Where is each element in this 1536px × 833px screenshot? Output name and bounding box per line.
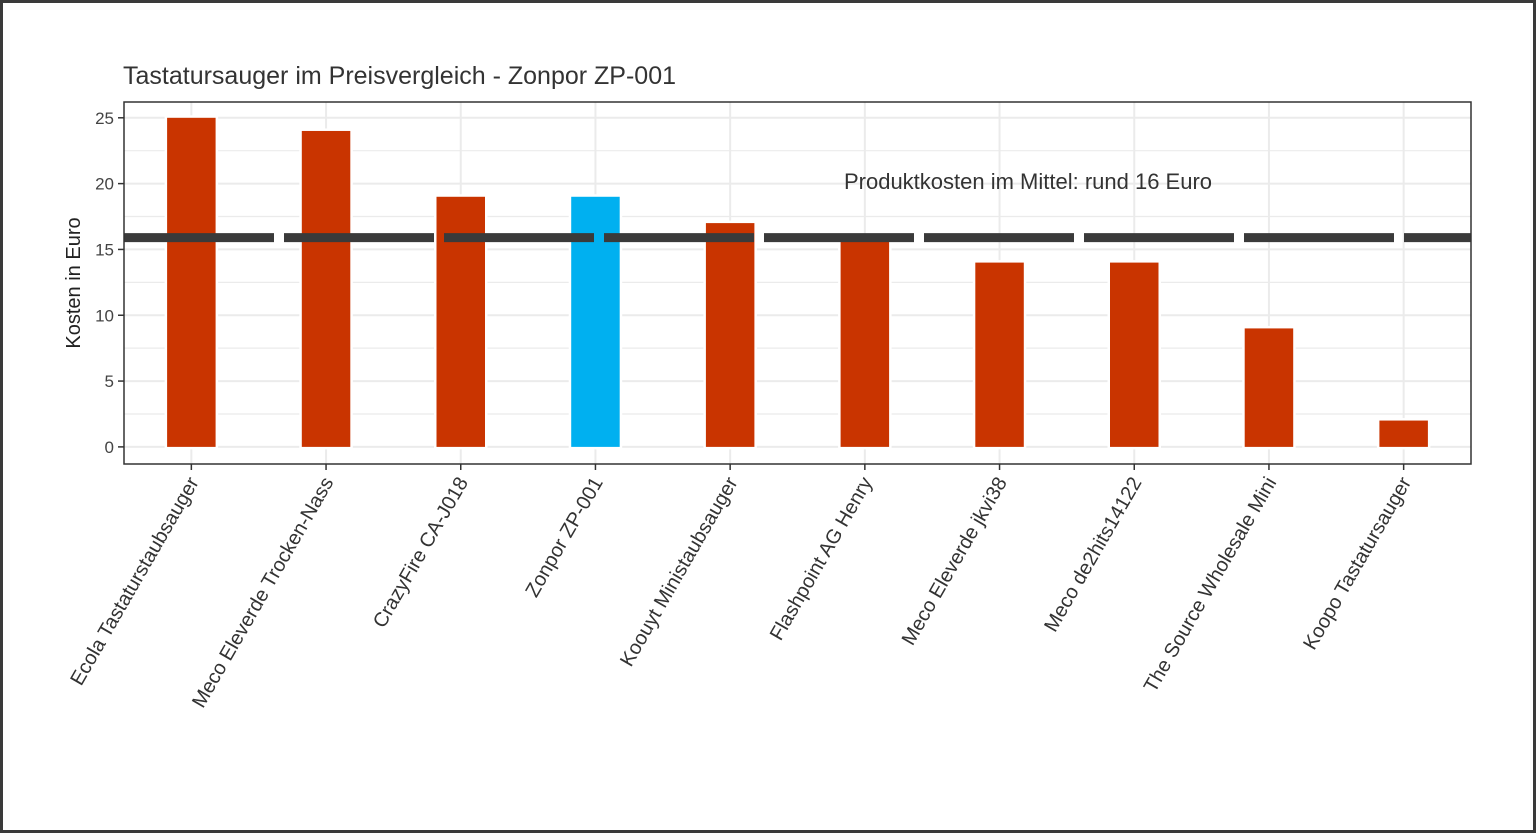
x-tick-label: CrazyFire CA-J018 <box>369 474 473 632</box>
x-tick-label: Zonpor ZP-001 <box>521 474 607 601</box>
x-tick-label: Koopo Tastatursauger <box>1299 473 1416 653</box>
bar <box>164 115 219 450</box>
y-tick-label: 25 <box>95 109 114 128</box>
x-tick-label: Meco Eleverde jkvi38 <box>898 474 1012 650</box>
y-axis-label: Kosten in Euro <box>63 217 85 348</box>
bar <box>1107 260 1161 450</box>
y-tick-label: 0 <box>105 438 114 457</box>
bar <box>972 260 1027 450</box>
x-tick-label: Meco Eleverde Trocken-Nass <box>188 474 338 712</box>
bar <box>299 128 353 450</box>
y-tick-label: 5 <box>105 372 114 391</box>
y-tick-label: 10 <box>95 306 114 325</box>
reference-line-label: Produktkosten im Mittel: rund 16 Euro <box>844 169 1212 194</box>
y-tick-label: 20 <box>95 175 114 194</box>
bar <box>838 233 892 450</box>
x-tick-label: The Source Wholesale Mini <box>1140 474 1281 697</box>
bar <box>1376 418 1431 450</box>
x-tick-label: Meco de2hits14122 <box>1040 474 1146 636</box>
bar <box>1242 325 1296 450</box>
x-tick-label: Flashpoint AG Henry <box>766 474 877 645</box>
panel-border <box>123 101 1472 465</box>
bars <box>164 115 1431 450</box>
chart-title: Tastatursauger im Preisvergleich - Zonpo… <box>123 62 676 90</box>
x-tick-label: Koouyt Ministaubsauger <box>616 473 743 670</box>
y-tick-label: 15 <box>95 240 114 259</box>
x-tick-label: Ecola Tastaturstaubsauger <box>66 473 203 689</box>
bar <box>703 220 757 450</box>
